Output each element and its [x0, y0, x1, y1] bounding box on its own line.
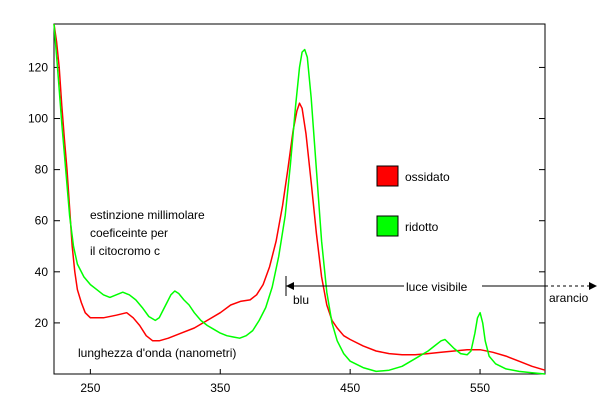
- legend-swatch-ossidato: [376, 165, 399, 187]
- y-tick-label: 100: [28, 112, 48, 126]
- blu-label: blu: [293, 293, 309, 307]
- legend-label-ridotto: ridotto: [405, 220, 439, 234]
- ylabel-line-3: il citocromo c: [90, 244, 160, 258]
- visible-light-range: luce visibile blu arancio: [285, 276, 597, 307]
- x-tick-label: 450: [340, 381, 360, 395]
- x-tick-label: 250: [80, 381, 100, 395]
- legend: ossidato ridotto: [376, 165, 450, 237]
- series-layer: [53, 23, 546, 375]
- ylabel-line-1: estinzione millimolare: [90, 208, 205, 222]
- visible-range-label-bg: [404, 278, 482, 294]
- x-tick-label: 350: [210, 381, 230, 395]
- series-line-ridotto: [53, 23, 546, 375]
- legend-swatch-ridotto: [376, 215, 399, 237]
- series-line-ossidato: [53, 23, 546, 371]
- visible-range-label: luce visibile: [406, 280, 468, 294]
- x-axis: 250 350 450 550: [80, 369, 490, 395]
- y-axis: 20 40 60 80 100 120: [28, 60, 545, 330]
- arancio-label: arancio: [549, 291, 589, 305]
- y-tick-label: 120: [28, 60, 48, 74]
- legend-label-ossidato: ossidato: [405, 170, 450, 184]
- xlabel-text: lunghezza d'onda (nanometri): [78, 346, 236, 360]
- visible-range-arrow-left: [286, 282, 294, 290]
- visible-range-arrow-right: [589, 282, 597, 290]
- ylabel-line-2: coeficeinte per: [90, 226, 168, 240]
- y-tick-label: 40: [35, 265, 49, 279]
- y-tick-label: 20: [35, 316, 49, 330]
- plot-frame: [53, 23, 546, 375]
- y-tick-label: 80: [35, 163, 49, 177]
- y-tick-label: 60: [35, 214, 49, 228]
- x-tick-label: 550: [470, 381, 490, 395]
